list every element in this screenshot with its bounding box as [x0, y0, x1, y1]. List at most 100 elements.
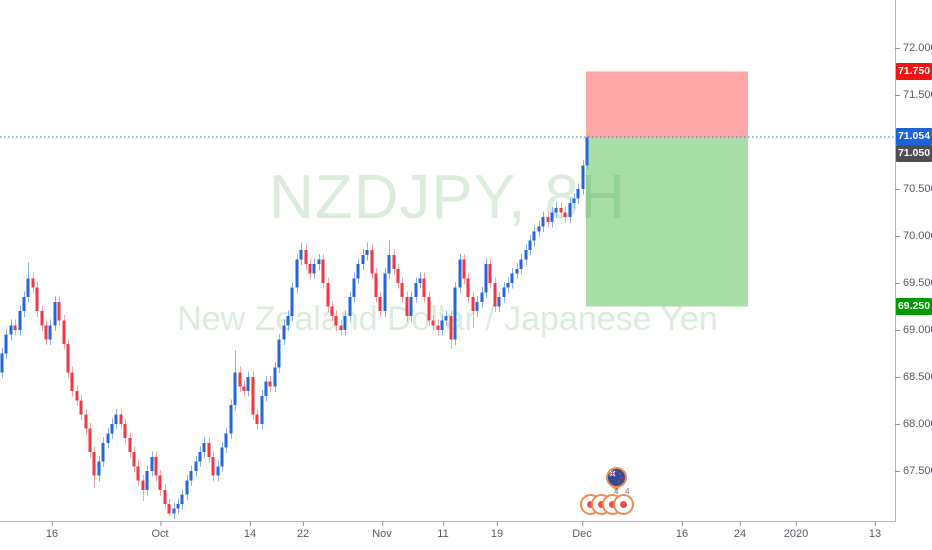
- japan-flag-icon[interactable]: [613, 494, 634, 515]
- candle-body: [40, 311, 44, 326]
- candle-body: [132, 452, 136, 467]
- candle-body: [119, 414, 123, 424]
- candle-body: [79, 400, 83, 415]
- candle-body: [211, 456, 215, 476]
- candle-body: [150, 456, 154, 471]
- price-tick-label: 70.000: [895, 230, 932, 242]
- time-tick-label: Nov: [372, 522, 392, 540]
- candle-body: [352, 278, 356, 298]
- candle-body: [383, 273, 387, 312]
- candle-body: [136, 466, 140, 481]
- candle-body: [528, 240, 532, 251]
- time-tick-label: 19: [490, 522, 504, 540]
- candle-body: [330, 306, 334, 316]
- candle-body: [502, 287, 506, 298]
- candle-body: [97, 461, 101, 476]
- reward-box[interactable]: [586, 136, 748, 307]
- candle-body: [207, 442, 211, 457]
- candle-body: [66, 344, 70, 373]
- candle-body: [145, 471, 149, 490]
- candle-body: [62, 320, 66, 345]
- candle-body: [48, 325, 52, 340]
- candle-body: [251, 377, 255, 415]
- candle-body: [18, 311, 22, 330]
- new-zealand-flag-icon[interactable]: [606, 467, 627, 488]
- candle-body: [22, 297, 26, 312]
- price-tick-label: 69.500: [895, 277, 932, 289]
- candle-body: [334, 315, 338, 326]
- candle-body: [493, 283, 497, 307]
- candle-body: [57, 301, 61, 321]
- time-tick-label: 16: [45, 522, 59, 540]
- candle-body: [88, 428, 92, 453]
- candle-body: [13, 325, 17, 330]
- candle-body: [238, 372, 242, 387]
- time-axis[interactable]: 16 Oct 14 22 Nov 11 19 Dec 16 24 2020 13: [0, 522, 896, 550]
- candle-body: [576, 189, 580, 199]
- candle-body: [202, 442, 206, 453]
- candle-body: [431, 320, 435, 326]
- candle-body: [572, 198, 576, 204]
- candle-body: [392, 254, 396, 269]
- candle-body: [339, 325, 343, 330]
- japan-flag-dot: [620, 501, 627, 508]
- price-tick-label: 71.500: [895, 89, 932, 101]
- candle-body: [444, 315, 448, 321]
- risk-box[interactable]: [586, 71, 748, 137]
- candlestick-layer[interactable]: [0, 0, 895, 521]
- candle-body: [378, 297, 382, 312]
- candle-body: [246, 377, 250, 392]
- candle-body: [224, 433, 228, 448]
- event-count: 4: [625, 487, 630, 496]
- price-tick-label: 68.000: [895, 418, 932, 430]
- current-price-label[interactable]: 71.050: [896, 145, 932, 163]
- candle-body: [550, 212, 554, 222]
- candle-body: [427, 297, 431, 321]
- candle-body: [114, 414, 118, 424]
- japan-flag-dot: [598, 501, 605, 508]
- candle-body: [422, 278, 426, 298]
- candle-body: [53, 301, 57, 326]
- candle-body: [396, 268, 400, 283]
- candle-body: [282, 325, 286, 340]
- candle-body: [154, 456, 158, 476]
- candle-body: [101, 442, 105, 462]
- candle-body: [9, 325, 13, 335]
- candle-body: [458, 259, 462, 288]
- candle-body: [471, 297, 475, 312]
- candle-body: [75, 391, 79, 401]
- candle-body: [559, 207, 563, 213]
- price-axis[interactable]: 71.750 71.054 71.050 69.250 72.000 71.500…: [895, 0, 932, 521]
- candle-body: [35, 287, 39, 312]
- candle-body: [176, 503, 180, 509]
- candle-body: [286, 315, 290, 326]
- candle-body: [440, 320, 444, 330]
- candle-body: [255, 414, 259, 424]
- candle-body: [242, 386, 246, 392]
- candle-body: [123, 424, 127, 439]
- candle-body: [0, 353, 4, 373]
- candle-body: [295, 259, 299, 288]
- candle-body: [532, 231, 536, 241]
- candle-body: [4, 334, 8, 354]
- candle-body: [128, 438, 132, 453]
- candle-body: [554, 207, 558, 213]
- time-tick-label: Oct: [151, 522, 169, 540]
- candle-body: [167, 503, 171, 514]
- candle-body: [233, 372, 237, 406]
- stop-price-label[interactable]: 71.750: [896, 63, 932, 80]
- time-tick-label: 22: [296, 522, 310, 540]
- candle-body: [387, 254, 391, 274]
- price-tick-label: 68.500: [895, 371, 932, 383]
- target-price-label[interactable]: 69.250: [896, 298, 932, 315]
- candle-body: [348, 297, 352, 316]
- chart-canvas[interactable]: NZDJPY, 8H New Zealand Dollar / Japanese…: [0, 0, 896, 522]
- candle-body: [510, 273, 514, 283]
- candle-body: [546, 217, 550, 222]
- candle-body: [198, 452, 202, 462]
- candle-body: [158, 475, 162, 490]
- last-price-label[interactable]: 71.054: [896, 128, 932, 146]
- time-tick-label: 2020: [783, 522, 809, 540]
- time-tick-label: 24: [733, 522, 747, 540]
- candle-body: [356, 264, 360, 279]
